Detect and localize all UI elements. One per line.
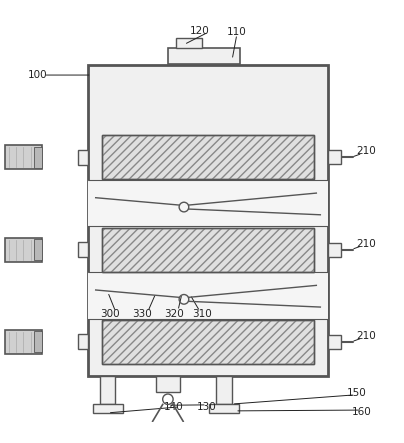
Bar xyxy=(156,376,180,392)
Text: 130: 130 xyxy=(197,402,217,412)
Text: 200: 200 xyxy=(14,152,33,162)
Text: 100: 100 xyxy=(28,70,47,80)
Bar xyxy=(93,404,123,413)
Bar xyxy=(34,239,42,260)
Bar xyxy=(328,243,341,256)
Bar xyxy=(102,135,314,179)
Bar xyxy=(102,228,314,272)
Bar xyxy=(78,242,88,257)
Bar xyxy=(102,320,314,364)
Bar xyxy=(100,376,115,404)
Bar xyxy=(5,145,42,169)
Bar xyxy=(102,135,314,179)
Bar xyxy=(176,38,202,48)
Bar xyxy=(102,228,314,272)
Text: 320: 320 xyxy=(164,309,184,319)
Bar xyxy=(88,180,328,226)
Text: 200: 200 xyxy=(14,245,33,255)
Text: 140: 140 xyxy=(164,402,184,412)
Bar xyxy=(78,150,88,165)
Bar xyxy=(168,48,240,64)
Bar xyxy=(88,65,328,376)
Text: 210: 210 xyxy=(357,146,377,156)
Bar xyxy=(34,147,42,168)
Text: 150: 150 xyxy=(347,388,366,398)
Text: 200: 200 xyxy=(14,337,33,347)
Text: 110: 110 xyxy=(227,27,247,37)
Text: 160: 160 xyxy=(352,407,372,417)
Bar xyxy=(217,376,231,404)
Text: 310: 310 xyxy=(192,309,212,319)
Text: 210: 210 xyxy=(357,239,377,249)
Bar xyxy=(209,404,239,413)
Bar xyxy=(88,272,328,319)
Bar xyxy=(328,335,341,349)
Bar xyxy=(78,334,88,350)
Bar xyxy=(328,150,341,164)
Bar xyxy=(102,320,314,364)
Text: 330: 330 xyxy=(132,309,152,319)
Bar xyxy=(5,237,42,262)
Bar xyxy=(102,135,314,179)
Bar xyxy=(102,228,314,272)
Text: 300: 300 xyxy=(100,309,120,319)
Text: 120: 120 xyxy=(190,26,210,36)
Bar xyxy=(34,331,42,352)
Bar xyxy=(102,320,314,364)
Text: 210: 210 xyxy=(357,331,377,341)
Bar xyxy=(5,330,42,354)
